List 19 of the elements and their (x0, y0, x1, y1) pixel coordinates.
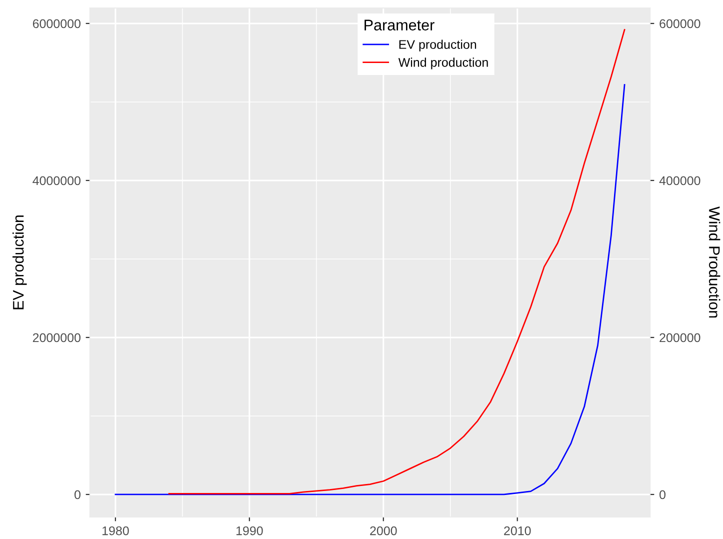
x-tick-label: 1980 (102, 526, 129, 536)
y-axis-title: EV production (12, 216, 27, 310)
x-tick-label: 2000 (370, 526, 397, 536)
line-series (168, 29, 626, 494)
y2-tick-label: 0 (660, 490, 666, 500)
y-tick-label: 2000000 (32, 333, 80, 342)
x-tick-label: 2010 (504, 526, 531, 536)
line-series (114, 84, 626, 496)
y2-tick-label: 400000 (659, 176, 700, 186)
y2-axis-title: Wind Production (708, 206, 720, 318)
y2-tick-label: 200000 (660, 333, 700, 342)
x-tick-label: 1990 (236, 526, 263, 536)
y-tick-label: 6000000 (32, 19, 80, 28)
y2-tick-label: 600000 (660, 19, 700, 28)
legend-label: EV production (399, 40, 476, 52)
legend-title: Parameter (364, 20, 434, 30)
legend-label: Wind production (398, 58, 488, 70)
y-tick-label: 0 (74, 490, 80, 500)
y-tick-label: 4000000 (32, 176, 80, 186)
